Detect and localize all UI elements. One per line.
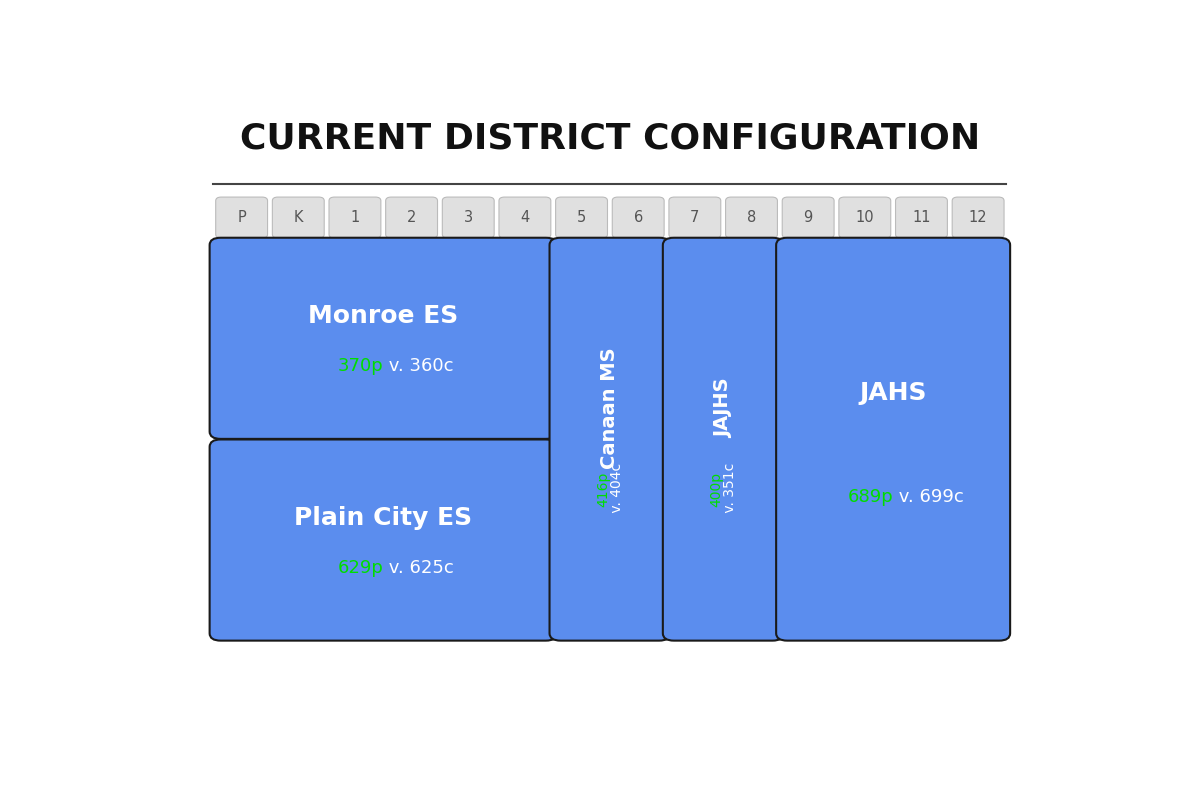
Text: JAHS: JAHS (859, 380, 927, 405)
Text: v. 404c: v. 404c (610, 463, 624, 517)
FancyBboxPatch shape (726, 197, 777, 238)
Text: 11: 11 (913, 210, 931, 225)
FancyBboxPatch shape (386, 197, 438, 238)
FancyBboxPatch shape (556, 197, 607, 238)
Text: 9: 9 (803, 210, 813, 225)
Text: 689p: 689p (847, 488, 894, 507)
FancyBboxPatch shape (952, 197, 1004, 238)
Text: CURRENT DISTRICT CONFIGURATION: CURRENT DISTRICT CONFIGURATION (239, 121, 981, 155)
Text: 400p: 400p (709, 472, 724, 507)
Text: 8: 8 (747, 210, 756, 225)
Text: 5: 5 (577, 210, 587, 225)
Text: 4: 4 (520, 210, 530, 225)
Text: 629p: 629p (338, 559, 383, 577)
FancyBboxPatch shape (613, 197, 664, 238)
Text: 1: 1 (350, 210, 359, 225)
FancyBboxPatch shape (328, 197, 381, 238)
FancyBboxPatch shape (782, 197, 834, 238)
Text: P: P (237, 210, 246, 225)
FancyBboxPatch shape (663, 237, 783, 641)
Text: Plain City ES: Plain City ES (294, 506, 472, 530)
FancyBboxPatch shape (273, 197, 324, 238)
Text: v. 699c: v. 699c (894, 488, 964, 507)
Text: 2: 2 (407, 210, 416, 225)
Text: JAJHS: JAJHS (714, 378, 733, 438)
FancyBboxPatch shape (215, 197, 268, 238)
Text: 3: 3 (464, 210, 472, 225)
FancyBboxPatch shape (209, 237, 557, 439)
Text: Monroe ES: Monroe ES (308, 304, 458, 328)
FancyBboxPatch shape (776, 237, 1010, 641)
FancyBboxPatch shape (499, 197, 551, 238)
Text: v. 625c: v. 625c (383, 559, 455, 577)
FancyBboxPatch shape (443, 197, 494, 238)
Text: K: K (294, 210, 303, 225)
Text: v. 351c: v. 351c (724, 463, 737, 517)
FancyBboxPatch shape (669, 197, 721, 238)
Text: v. 360c: v. 360c (383, 357, 453, 376)
Text: 12: 12 (969, 210, 988, 225)
FancyBboxPatch shape (209, 440, 557, 641)
Text: 10: 10 (856, 210, 875, 225)
Text: 6: 6 (633, 210, 643, 225)
Text: 7: 7 (690, 210, 700, 225)
FancyBboxPatch shape (896, 197, 947, 238)
Text: Canaan MS: Canaan MS (601, 347, 619, 469)
FancyBboxPatch shape (839, 197, 891, 238)
Text: 416p: 416p (596, 472, 610, 507)
FancyBboxPatch shape (550, 237, 670, 641)
Text: 370p: 370p (338, 357, 383, 376)
